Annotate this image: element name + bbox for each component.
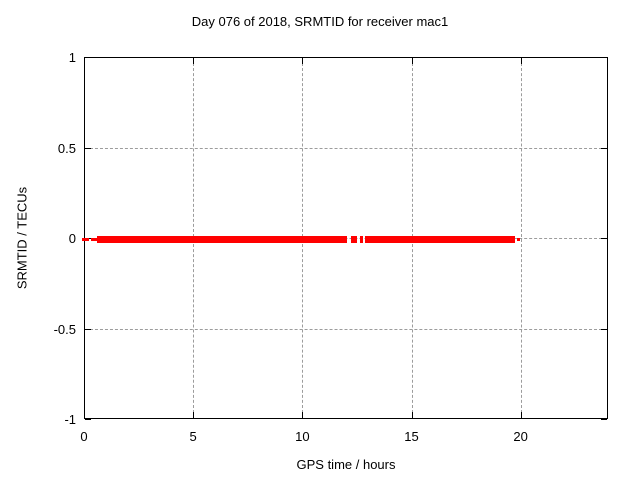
gridline-y-0.5	[85, 147, 607, 149]
x-tick-top-20	[520, 58, 522, 64]
x-tick-bottom-10	[302, 412, 304, 418]
data-segment	[97, 235, 347, 243]
y-tick-label-0: 0	[68, 231, 76, 246]
y-tick-right-0	[601, 238, 607, 239]
x-tick-bottom-15	[411, 412, 413, 418]
x-tick-bottom-20	[520, 412, 522, 418]
data-segment	[517, 237, 520, 241]
data-segment	[365, 235, 516, 243]
x-tick-label-10: 10	[295, 429, 310, 444]
y-tick-label--1: -1	[64, 412, 76, 427]
y-tick-label--0.5: -0.5	[53, 321, 76, 337]
x-tick-top-0	[84, 58, 85, 64]
x-axis-label: GPS time / hours	[296, 457, 396, 472]
data-segment	[90, 237, 97, 241]
x-tick-top-10	[302, 58, 304, 64]
y-tick-right--0.5	[601, 328, 607, 330]
y-tick-right-1	[601, 57, 607, 58]
y-tick-right-0.5	[601, 147, 607, 149]
data-segment	[350, 235, 357, 243]
y-tick-left--0.5	[85, 328, 91, 330]
x-tick-top-15	[411, 58, 413, 64]
y-tick-left--1	[85, 419, 91, 420]
x-tick-label-15: 15	[404, 429, 419, 444]
y-tick-right--1	[601, 419, 607, 420]
y-tick-left-1	[85, 57, 91, 58]
x-tick-label-0: 0	[80, 429, 88, 444]
x-tick-label-20: 20	[513, 429, 528, 444]
data-segment	[81, 237, 89, 241]
plot-area	[81, 57, 608, 420]
chart-title: Day 076 of 2018, SRMTID for receiver mac…	[191, 14, 449, 29]
x-tick-label-5: 5	[189, 429, 197, 444]
gridline-y--0.5	[85, 328, 607, 330]
y-tick-left-0.5	[85, 147, 91, 149]
x-tick-bottom-0	[84, 412, 85, 418]
x-tick-bottom-5	[193, 412, 195, 418]
x-tick-top-5	[193, 58, 195, 64]
y-tick-label-0.5: 0.5	[57, 140, 76, 156]
y-tick-label-1: 1	[68, 50, 76, 65]
data-segment	[360, 235, 363, 243]
